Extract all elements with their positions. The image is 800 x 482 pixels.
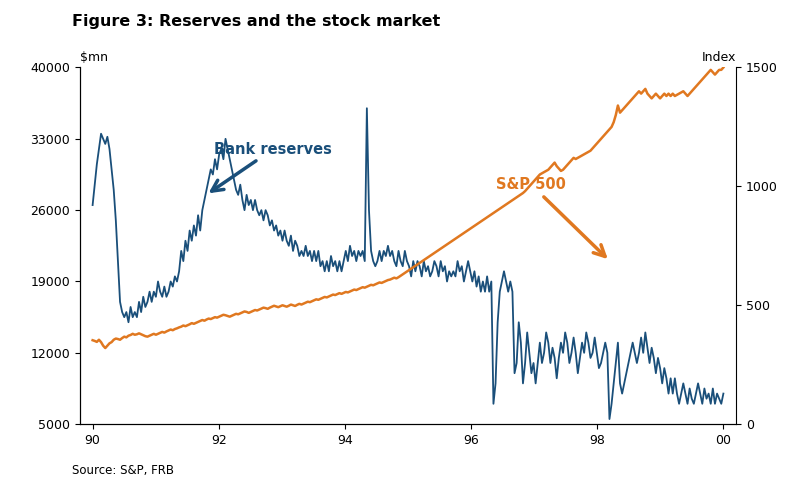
Text: Source: S&P, FRB: Source: S&P, FRB: [72, 464, 174, 477]
Text: $mn: $mn: [80, 51, 108, 64]
Text: Index: Index: [702, 51, 736, 64]
Text: Bank reserves: Bank reserves: [212, 142, 332, 191]
Text: Figure 3: Reserves and the stock market: Figure 3: Reserves and the stock market: [72, 14, 440, 29]
Text: S&P 500: S&P 500: [496, 177, 605, 256]
